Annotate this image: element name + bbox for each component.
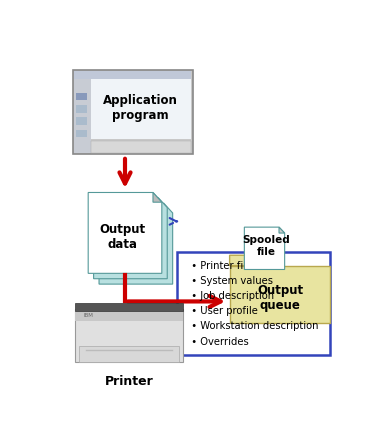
- FancyBboxPatch shape: [91, 79, 191, 139]
- Polygon shape: [88, 193, 162, 273]
- Text: Application
program: Application program: [103, 94, 178, 122]
- FancyBboxPatch shape: [76, 105, 87, 113]
- Text: Printer: Printer: [105, 375, 153, 388]
- Polygon shape: [244, 227, 285, 269]
- FancyBboxPatch shape: [79, 346, 179, 362]
- Polygon shape: [99, 203, 173, 284]
- FancyBboxPatch shape: [76, 130, 87, 137]
- Text: Output
queue: Output queue: [257, 284, 303, 312]
- Polygon shape: [153, 193, 162, 202]
- FancyBboxPatch shape: [91, 141, 191, 153]
- FancyBboxPatch shape: [76, 93, 87, 100]
- FancyBboxPatch shape: [74, 79, 91, 153]
- Polygon shape: [93, 198, 167, 279]
- FancyBboxPatch shape: [73, 70, 193, 155]
- Polygon shape: [230, 265, 330, 323]
- Polygon shape: [230, 255, 274, 265]
- FancyBboxPatch shape: [177, 252, 330, 355]
- FancyBboxPatch shape: [74, 309, 183, 321]
- Text: Output
data: Output data: [100, 223, 146, 251]
- FancyBboxPatch shape: [76, 117, 87, 125]
- Polygon shape: [279, 227, 285, 233]
- Text: IBM: IBM: [84, 313, 94, 318]
- Text: • Printer file
  • System values
  • Job description
  • User profile
  • Workst: • Printer file • System values • Job des…: [185, 261, 318, 347]
- FancyBboxPatch shape: [74, 71, 191, 79]
- FancyBboxPatch shape: [74, 303, 183, 311]
- Text: Spooled
file: Spooled file: [242, 235, 290, 257]
- FancyBboxPatch shape: [74, 309, 183, 362]
